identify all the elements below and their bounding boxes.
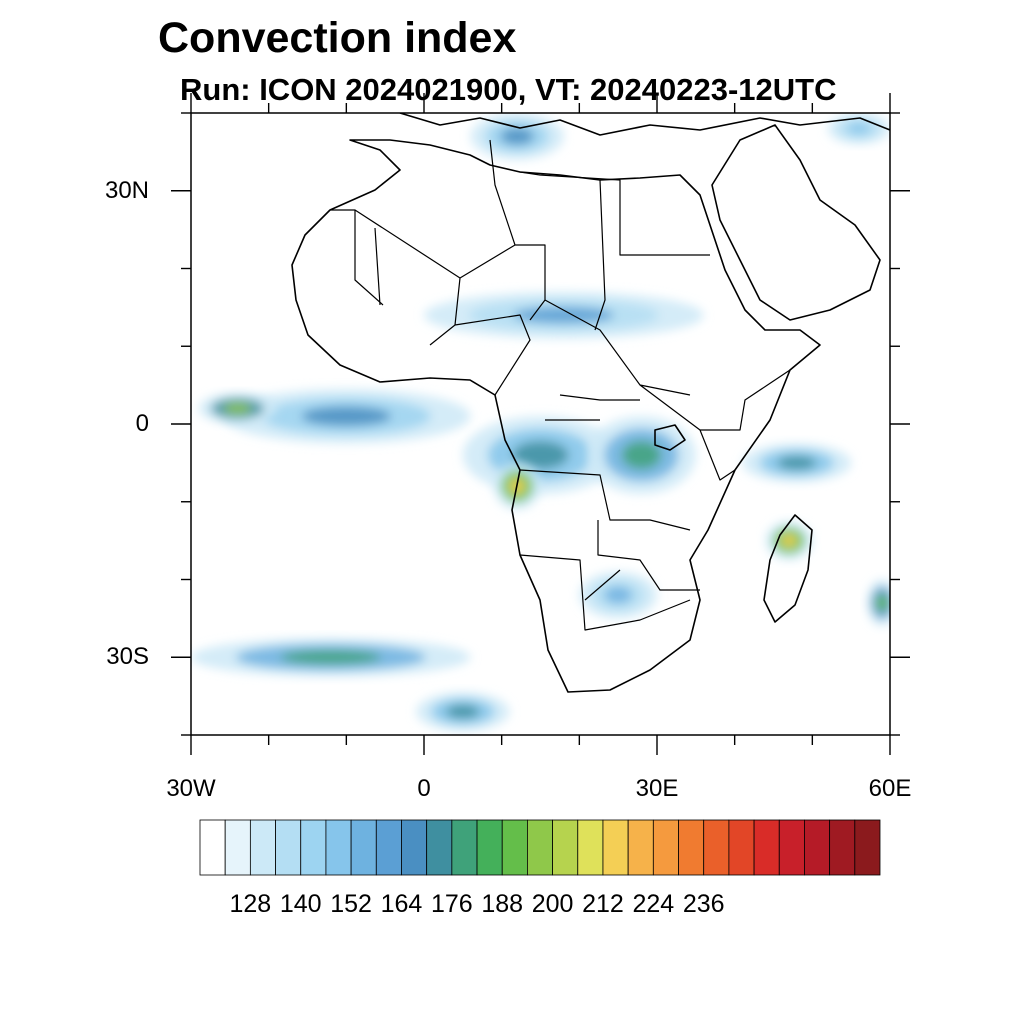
- country-borders: [330, 139, 791, 631]
- colorbar-swatch: [627, 819, 654, 876]
- colorbar-swatch: [401, 819, 428, 876]
- colorbar-swatch: [476, 819, 503, 876]
- colorbar-swatch: [275, 819, 302, 876]
- colorbar-label: 176: [430, 890, 473, 918]
- y-tick-label: 0: [135, 410, 149, 437]
- colorbar-swatch: [375, 819, 402, 876]
- colorbar-swatch: [552, 819, 579, 876]
- colorbar-swatch: [678, 819, 705, 876]
- colorbar-swatch: [527, 819, 553, 876]
- colorbar-swatch: [804, 819, 831, 876]
- colorbar-label: 152: [330, 890, 372, 918]
- y-tick-label: 30S: [106, 643, 149, 671]
- colorbar-swatch: [577, 819, 604, 876]
- colorbar-swatch: [602, 819, 629, 876]
- lake-victoria: [654, 424, 686, 451]
- colorbar-swatch: [829, 819, 856, 876]
- y-tick-label: 30N: [104, 176, 149, 204]
- colorbar-swatch: [451, 819, 478, 876]
- colorbar-swatch: [703, 819, 730, 876]
- convection-region-west-atlantic-cell: [198, 392, 277, 425]
- arabian-peninsula-coastline: [711, 124, 881, 321]
- convection-region-indian-ocean-band: [742, 443, 852, 483]
- colorbar-swatch: [249, 819, 276, 876]
- colorbar-label: 128: [229, 890, 272, 918]
- colorbar-swatch: [300, 819, 327, 876]
- colorbar-swatch: [224, 819, 251, 876]
- convection-region-sahara-jet-band: [424, 291, 704, 339]
- convection-region-east-africa-lakes: [587, 416, 696, 494]
- x-tick-label: 0: [417, 775, 431, 802]
- colorbar-label: 212: [582, 890, 624, 918]
- coastlines-and-borders: [291, 113, 890, 693]
- convection-region-southern-africa: [579, 571, 658, 619]
- convection-region-mozambique-channel-east: [866, 579, 890, 627]
- convection-region-south-atlantic-band: [191, 637, 471, 677]
- x-tick-label: 60E: [868, 775, 912, 802]
- colorbar-swatch: [728, 819, 755, 876]
- chart-title: Convection index: [158, 14, 517, 62]
- colorbar-swatch: [778, 819, 805, 876]
- colorbar-label: 200: [531, 890, 574, 918]
- colorbar-swatch: [753, 819, 780, 876]
- colorbar-label: 236: [682, 890, 725, 918]
- africa-coastline: [291, 139, 821, 693]
- convection-region-gulf-of-guinea-band: [222, 389, 471, 444]
- colorbar-swatch: [199, 819, 226, 876]
- europe-coastline: [399, 113, 890, 136]
- x-tick-label: 30W: [166, 775, 216, 802]
- colorbar-swatch: [325, 819, 352, 876]
- colorbar-label: 224: [632, 890, 675, 918]
- convection-region-south-atlantic-front: [416, 692, 510, 732]
- colorbar-swatch: [350, 819, 377, 876]
- colorbar-swatch: [652, 819, 679, 876]
- colorbar-label: 164: [380, 890, 423, 918]
- x-tick-label: 30E: [635, 775, 679, 802]
- colorbar-label: 140: [279, 890, 322, 918]
- madagascar-coastline: [763, 514, 813, 623]
- colorbar-swatch: [854, 819, 881, 876]
- axis-ticks: [171, 93, 910, 755]
- chart-subtitle: Run: ICON 2024021900, VT: 20240223-12UTC: [180, 72, 837, 107]
- convection-field: [191, 113, 890, 732]
- colorbar-swatch: [501, 819, 528, 876]
- colorbar-swatch: [426, 819, 453, 876]
- colorbar-label: 188: [481, 890, 524, 918]
- convection-region-arabia-edge: [827, 113, 890, 145]
